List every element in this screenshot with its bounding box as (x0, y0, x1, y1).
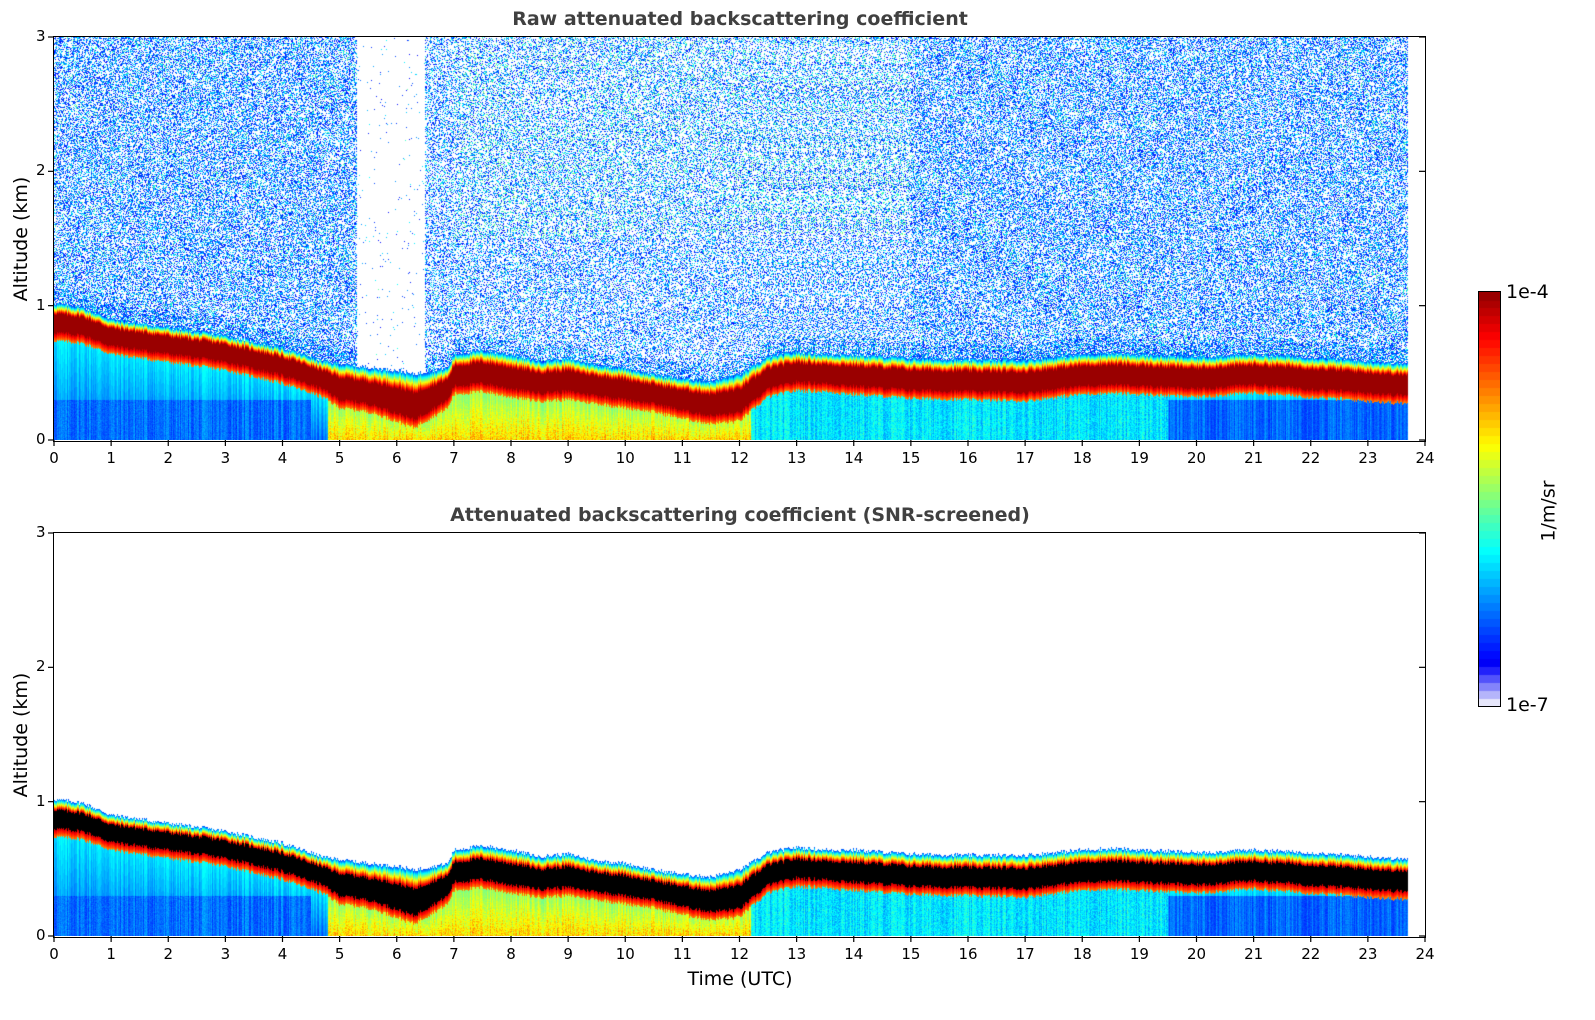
x-tick-label: 22 (1301, 449, 1321, 467)
colorbar (1479, 292, 1500, 706)
x-tick-label: 20 (1186, 945, 1207, 963)
x-tick-label: 16 (958, 449, 978, 467)
x-tick-label: 20 (1186, 449, 1207, 467)
x-tick-label: 18 (1072, 449, 1092, 467)
x-tick-label: 12 (729, 449, 750, 467)
y-tick-label: 2 (36, 161, 46, 180)
x-tick-label: 8 (506, 449, 516, 467)
x-tick-label: 23 (1358, 449, 1378, 467)
y-tick-label: 1 (36, 791, 46, 810)
x-tick-label: 21 (1244, 945, 1264, 963)
colorbar-min-label: 1e-7 (1506, 694, 1549, 716)
x-tick-label: 13 (787, 945, 807, 963)
x-tick-label: 6 (391, 945, 402, 963)
top-heatmap (54, 37, 1425, 440)
x-tick-label: 23 (1358, 945, 1378, 963)
x-tick-label: 19 (1129, 449, 1149, 467)
x-tick-label: 1 (106, 449, 116, 467)
x-tick-label: 10 (615, 945, 635, 963)
x-tick-label: 24 (1415, 449, 1435, 467)
x-tick-label: 9 (563, 945, 573, 963)
x-tick-label: 14 (844, 945, 864, 963)
colorbar-frame (1478, 291, 1501, 707)
x-tick-label: 12 (729, 945, 750, 963)
colorbar-max-label: 1e-4 (1506, 281, 1549, 303)
x-tick-label: 24 (1415, 945, 1435, 963)
x-tick-label: 3 (220, 945, 231, 963)
x-tick-label: 6 (391, 449, 402, 467)
x-tick-label: 10 (615, 449, 635, 467)
x-tick-label: 7 (449, 945, 459, 963)
x-tick-label: 19 (1129, 945, 1149, 963)
x-tick-label: 4 (277, 945, 288, 963)
x-tick-label: 1 (106, 945, 116, 963)
y-tick-label: 3 (36, 27, 46, 45)
x-tick-label: 5 (334, 945, 345, 963)
x-tick-label: 2 (163, 945, 174, 963)
x-tick-label: 11 (672, 945, 692, 963)
x-tick-label: 17 (1015, 945, 1035, 963)
x-tick-label: 17 (1015, 449, 1035, 467)
x-tick-label: 14 (844, 449, 864, 467)
x-tick-label: 16 (958, 945, 978, 963)
top-plot-title: Raw attenuated backscattering coefficien… (512, 8, 968, 30)
x-tick-label: 0 (49, 449, 59, 467)
x-tick-label: 3 (220, 449, 231, 467)
x-tick-label: 2 (163, 449, 174, 467)
y-tick-label: 2 (36, 657, 46, 676)
colorbar-units-label: 1/m/sr (1537, 480, 1560, 542)
x-tick-label: 11 (672, 449, 692, 467)
x-tick-label: 15 (901, 449, 921, 467)
bottom-heatmap (54, 533, 1425, 936)
x-tick-label: 21 (1244, 449, 1264, 467)
x-tick-label: 7 (449, 449, 459, 467)
x-tick-label: 9 (563, 449, 573, 467)
x-tick-label: 8 (506, 945, 516, 963)
x-tick-label: 22 (1301, 945, 1321, 963)
x-tick-label: 18 (1072, 945, 1092, 963)
y-tick-label: 0 (36, 926, 46, 944)
x-tick-label: 4 (277, 449, 288, 467)
x-tick-label: 13 (787, 449, 807, 467)
bottom-x-axis-label: Time (UTC) (687, 968, 793, 990)
x-tick-label: 5 (334, 449, 345, 467)
bottom-plot-title: Attenuated backscattering coefficient (S… (450, 504, 1030, 526)
y-tick-label: 3 (36, 523, 46, 541)
x-tick-label: 0 (49, 945, 59, 963)
y-tick-label: 0 (36, 430, 46, 448)
y-tick-label: 1 (36, 295, 46, 314)
x-tick-label: 15 (901, 945, 921, 963)
